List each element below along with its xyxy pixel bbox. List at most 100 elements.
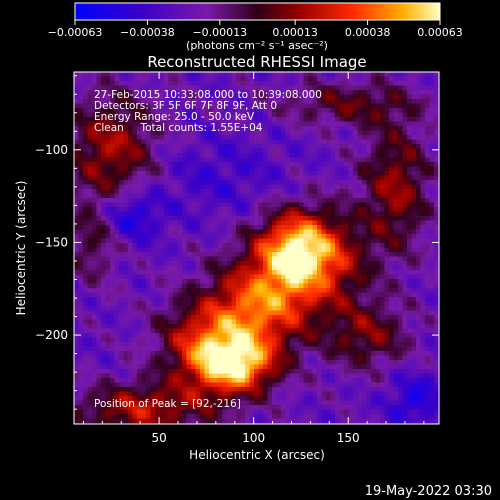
heatmap-cell [236,130,241,136]
heatmap-cell [200,211,205,217]
heatmap-cell [177,414,183,419]
heatmap-cell [128,369,133,374]
heatmap-cell [114,252,120,257]
heatmap-cell [150,306,156,311]
heatmap-cell [128,396,133,401]
heatmap-cell [74,99,79,104]
heatmap-cell [141,369,147,374]
heatmap-cell [317,108,322,113]
heatmap-cell [200,261,205,266]
heatmap-cell [146,283,151,289]
heatmap-cell [119,121,124,127]
heatmap-cell [290,364,295,370]
heatmap-cell [141,157,147,163]
heatmap-cell [191,346,196,352]
heatmap-cell [204,378,210,383]
heatmap-cell [326,373,331,379]
heatmap-cell [105,333,111,338]
heatmap-cell [245,238,250,244]
heatmap-cell [312,301,318,307]
heatmap-cell [326,207,331,212]
heatmap-cell [222,238,228,244]
heatmap-cell [128,202,133,208]
heatmap-cell [105,103,111,109]
heatmap-cell [285,139,291,145]
heatmap-cell [335,76,340,82]
heatmap-cell [123,157,129,163]
heatmap-cell [231,247,237,253]
heatmap-cell [303,328,309,334]
heatmap-cell [227,211,232,217]
heatmap-cell [164,211,169,217]
heatmap-cell [195,297,201,302]
heatmap-cell [348,157,354,163]
heatmap-cell [312,157,318,163]
heatmap-cell [105,180,111,185]
heatmap-cell [330,387,336,392]
heatmap-cell [159,400,165,406]
heatmap-cell [159,328,165,334]
heatmap-cell [119,261,124,266]
heatmap-cell [96,274,102,280]
heatmap-cell [227,324,232,329]
heatmap-cell [159,171,165,176]
heatmap-cell [249,396,255,401]
heatmap-cell [339,229,345,235]
heatmap-cell [218,157,223,163]
heatmap-cell [312,112,318,118]
heatmap-cell [240,211,246,217]
heatmap-cell [74,193,79,199]
heatmap-cell [308,139,313,145]
heatmap-cell [308,166,313,172]
heatmap-cell [186,265,192,271]
heatmap-cell [92,252,97,257]
heatmap-cell [96,135,102,140]
heatmap-cell [155,418,160,424]
heatmap-cell [74,265,79,271]
heatmap-cell [132,76,138,82]
heatmap-cell [236,72,241,77]
heatmap-cell [285,319,291,325]
heatmap-cell [83,157,88,163]
heatmap-cell [173,243,178,248]
heatmap-cell [92,355,97,361]
heatmap-cell [267,72,273,77]
heatmap-cell [249,198,255,203]
heatmap-cell [150,270,156,275]
heatmap-cell [195,184,201,190]
heatmap-cell [240,180,246,185]
heatmap-cell [272,265,277,271]
heatmap-cell [209,414,214,419]
heatmap-cell [272,306,277,311]
heatmap-cell [168,144,174,149]
heatmap-cell [96,373,102,379]
heatmap-cell [168,90,174,95]
heatmap-cell [263,396,268,401]
heatmap-cell [267,306,273,311]
heatmap-cell [168,94,174,100]
heatmap-cell [150,184,156,190]
heatmap-cell [317,153,322,158]
heatmap-cell [227,135,232,140]
heatmap-cell [213,166,219,172]
heatmap-cell [326,252,331,257]
heatmap-cell [218,292,223,298]
heatmap-cell [231,391,237,397]
heatmap-cell [83,85,88,91]
heatmap-cell [245,400,250,406]
heatmap-cell [92,81,97,86]
heatmap-cell [123,274,129,280]
heatmap-cell [317,373,322,379]
heatmap-cell [326,328,331,334]
heatmap-cell [137,216,142,221]
heatmap-cell [141,112,147,118]
heatmap-cell [281,148,286,154]
heatmap-cell [303,346,309,352]
heatmap-cell [227,261,232,266]
heatmap-cell [159,405,165,410]
heatmap-cell [101,283,106,289]
heatmap-cell [209,382,214,388]
heatmap-cell [263,378,268,383]
heatmap-cell [254,405,259,410]
heatmap-cell [227,108,232,113]
